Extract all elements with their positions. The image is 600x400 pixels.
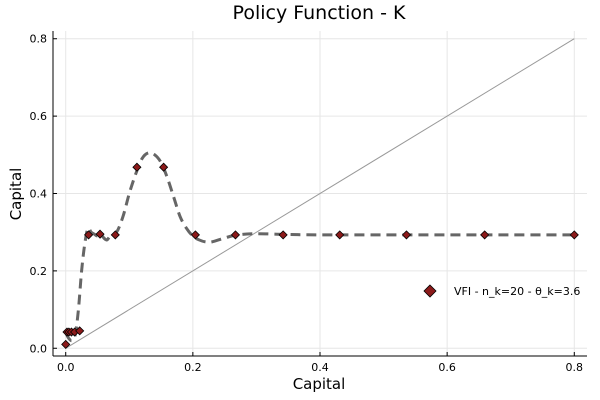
data-point [95, 229, 105, 239]
series-layer [61, 38, 579, 349]
data-point [569, 230, 579, 240]
axes-layer: 0.0 0.2 0.4 0.6 0.8 0.0 0.2 0.4 0.6 0.8 [30, 31, 587, 374]
data-point [132, 162, 142, 172]
legend-label: VFI - n_k=20 - θ_k=3.6 [454, 285, 580, 298]
data-point [110, 230, 120, 240]
data-point [84, 230, 94, 240]
data-point [230, 230, 241, 240]
x-tick-label: 0.2 [184, 361, 202, 374]
data-point [401, 230, 412, 240]
x-axis-label: Capital [293, 375, 346, 393]
y-tick-label: 0.8 [30, 33, 48, 46]
data-point [159, 162, 169, 172]
y-tick-label: 0.6 [30, 110, 48, 123]
chart-title: Policy Function - K [233, 2, 406, 24]
data-point [278, 230, 288, 240]
data-point [75, 326, 85, 336]
y-axis-label: Capital [7, 168, 25, 221]
y-tick-label: 0.4 [30, 188, 48, 201]
x-tick-label: 0.6 [438, 361, 456, 374]
series-line-45-degree [65, 38, 575, 349]
data-point [190, 230, 200, 240]
x-tick-label: 0.8 [566, 361, 584, 374]
legend-layer: VFI - n_k=20 - θ_k=3.6 [423, 284, 580, 298]
legend-marker [423, 284, 437, 298]
x-tick-label: 0.4 [311, 361, 329, 374]
y-tick-label: 0.2 [30, 265, 48, 278]
data-point [61, 339, 71, 349]
data-point [480, 230, 490, 240]
y-tick-label: 0.0 [30, 342, 48, 355]
x-tick-label: 0.0 [57, 361, 75, 374]
data-point [335, 230, 345, 240]
grid-layer [53, 31, 587, 356]
